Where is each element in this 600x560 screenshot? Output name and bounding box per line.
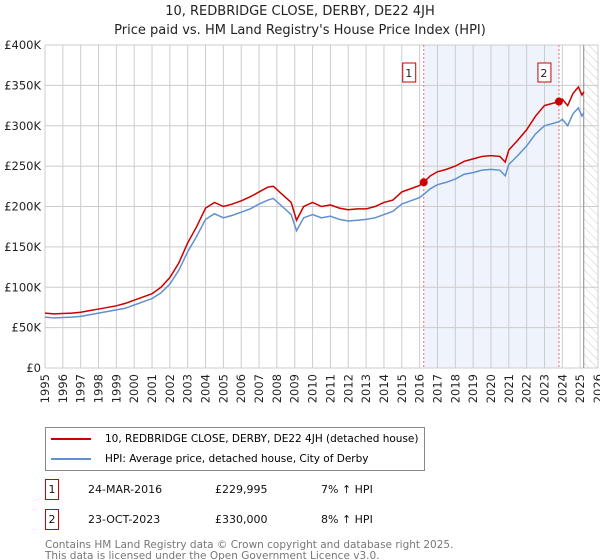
legend-blue-line-swatch xyxy=(51,458,91,460)
footer-copyright: Contains HM Land Registry data © Crown c… xyxy=(45,539,454,551)
x-tick-label: 2002 xyxy=(163,374,177,403)
x-tick-label: 2024 xyxy=(555,374,569,403)
sale-hpi-diff: 8% ↑ HPI xyxy=(321,513,373,526)
x-tick-label: 2015 xyxy=(395,374,409,403)
x-tick-label: 2012 xyxy=(341,374,355,403)
x-tick-label: 2020 xyxy=(484,374,498,403)
x-tick-label: 2000 xyxy=(127,374,141,403)
sale-price: £330,000 xyxy=(215,513,268,526)
hpi-series-line xyxy=(44,106,585,319)
sale-label: 1 xyxy=(405,67,412,80)
x-tick-label: 1995 xyxy=(38,374,52,403)
y-tick-label: £400K xyxy=(4,38,41,52)
footer: Contains HM Land Registry data © Crown c… xyxy=(45,540,453,560)
sale-date: 24-MAR-2016 xyxy=(88,483,163,496)
x-tick-label: 2022 xyxy=(520,374,534,403)
sale-label-box xyxy=(402,62,417,83)
y-tick-label: £200K xyxy=(4,200,41,214)
y-tick-label: £300K xyxy=(4,119,41,133)
x-tick-label: 1996 xyxy=(56,374,70,403)
y-tick-label: £350K xyxy=(4,78,41,92)
chart-title: 10, REDBRIDGE CLOSE, DERBY, DE22 4JH xyxy=(165,4,435,19)
y-tick-label: £100K xyxy=(4,280,41,294)
sale-label-box xyxy=(537,62,552,83)
x-tick-label: 2014 xyxy=(377,374,391,403)
chart-plot: 1995 1996 1997 1998 1999 2000 2001 2002 2003 2004… xyxy=(4,38,600,403)
x-tick-label: 2018 xyxy=(448,374,462,403)
footer-licence: This data is licensed under the Open Gov… xyxy=(45,550,380,560)
x-tick-label: 2016 xyxy=(413,374,427,403)
x-tick-label: 2025 xyxy=(573,374,587,403)
sale-marker-box: 2 xyxy=(45,509,59,530)
x-tick-label: 2010 xyxy=(306,374,320,403)
x-tick-label: 2013 xyxy=(359,374,373,403)
sale-date: 23-OCT-2023 xyxy=(88,513,161,526)
x-tick-label: 2008 xyxy=(270,374,284,403)
sale-point xyxy=(419,178,428,187)
legend: 10, REDBRIDGE CLOSE, DERBY, DE22 4JH (de… xyxy=(45,427,425,471)
x-tick-label: 2009 xyxy=(288,374,302,403)
sale-point xyxy=(554,97,563,106)
x-tick-label: 2017 xyxy=(430,374,444,403)
x-tick-label: 2011 xyxy=(323,374,337,403)
legend-property: 10, REDBRIDGE CLOSE, DERBY, DE22 4JH (de… xyxy=(105,433,419,445)
property-series-line xyxy=(44,85,585,315)
sale-price: £229,995 xyxy=(215,483,268,496)
sale-marker-box: 1 xyxy=(45,479,59,500)
x-tick-label: 2001 xyxy=(145,374,159,403)
x-tick-label: 2003 xyxy=(181,374,195,403)
x-tick-label: 2023 xyxy=(537,374,551,403)
y-tick-label: £250K xyxy=(4,159,41,173)
sale-hpi-diff: 7% ↑ HPI xyxy=(321,483,373,496)
x-tick-label: 2005 xyxy=(216,374,230,403)
chart-subtitle: Price paid vs. HM Land Registry's House … xyxy=(114,23,486,38)
x-tick-label: 2007 xyxy=(252,374,266,403)
y-tick-label: £50K xyxy=(12,321,42,335)
x-tick-label: 2026 xyxy=(591,374,600,403)
sale-label: 2 xyxy=(540,67,547,80)
y-tick-label: £0 xyxy=(26,361,41,375)
x-tick-label: 2006 xyxy=(234,374,248,403)
x-tick-label: 2019 xyxy=(466,374,480,403)
x-tick-label: 1999 xyxy=(109,374,123,403)
x-tick-label: 1998 xyxy=(92,374,106,403)
y-tick-label: £150K xyxy=(4,240,41,254)
legend-hpi: HPI: Average price, detached house, City… xyxy=(105,453,369,465)
x-tick-label: 2004 xyxy=(199,374,213,403)
x-tick-label: 2021 xyxy=(502,374,516,403)
x-tick-label: 1997 xyxy=(74,374,88,403)
legend-red-line-swatch xyxy=(51,438,91,440)
